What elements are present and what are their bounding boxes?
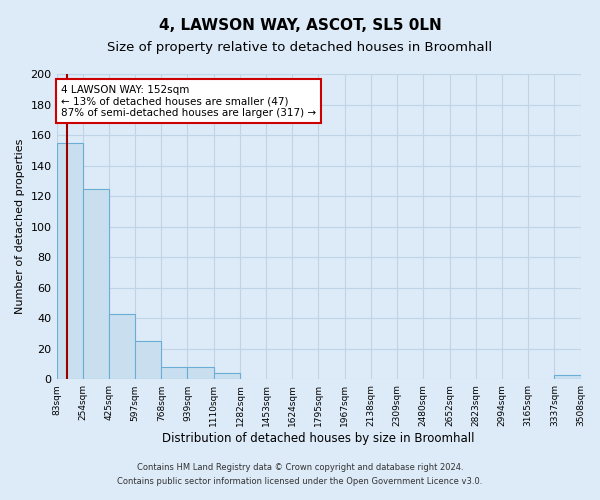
Bar [187, 367, 214, 380]
Bar [56, 142, 83, 380]
Text: Contains HM Land Registry data © Crown copyright and database right 2024.: Contains HM Land Registry data © Crown c… [137, 464, 463, 472]
Text: Size of property relative to detached houses in Broomhall: Size of property relative to detached ho… [107, 41, 493, 54]
X-axis label: Distribution of detached houses by size in Broomhall: Distribution of detached houses by size … [162, 432, 475, 445]
Bar [554, 375, 581, 380]
Bar [109, 314, 135, 380]
Bar [214, 374, 240, 380]
Y-axis label: Number of detached properties: Number of detached properties [15, 139, 25, 314]
Bar [83, 188, 109, 380]
Bar [161, 367, 187, 380]
Text: Contains public sector information licensed under the Open Government Licence v3: Contains public sector information licen… [118, 477, 482, 486]
Text: 4, LAWSON WAY, ASCOT, SL5 0LN: 4, LAWSON WAY, ASCOT, SL5 0LN [158, 18, 442, 32]
Bar [135, 342, 161, 380]
Text: 4 LAWSON WAY: 152sqm
← 13% of detached houses are smaller (47)
87% of semi-detac: 4 LAWSON WAY: 152sqm ← 13% of detached h… [61, 84, 316, 118]
